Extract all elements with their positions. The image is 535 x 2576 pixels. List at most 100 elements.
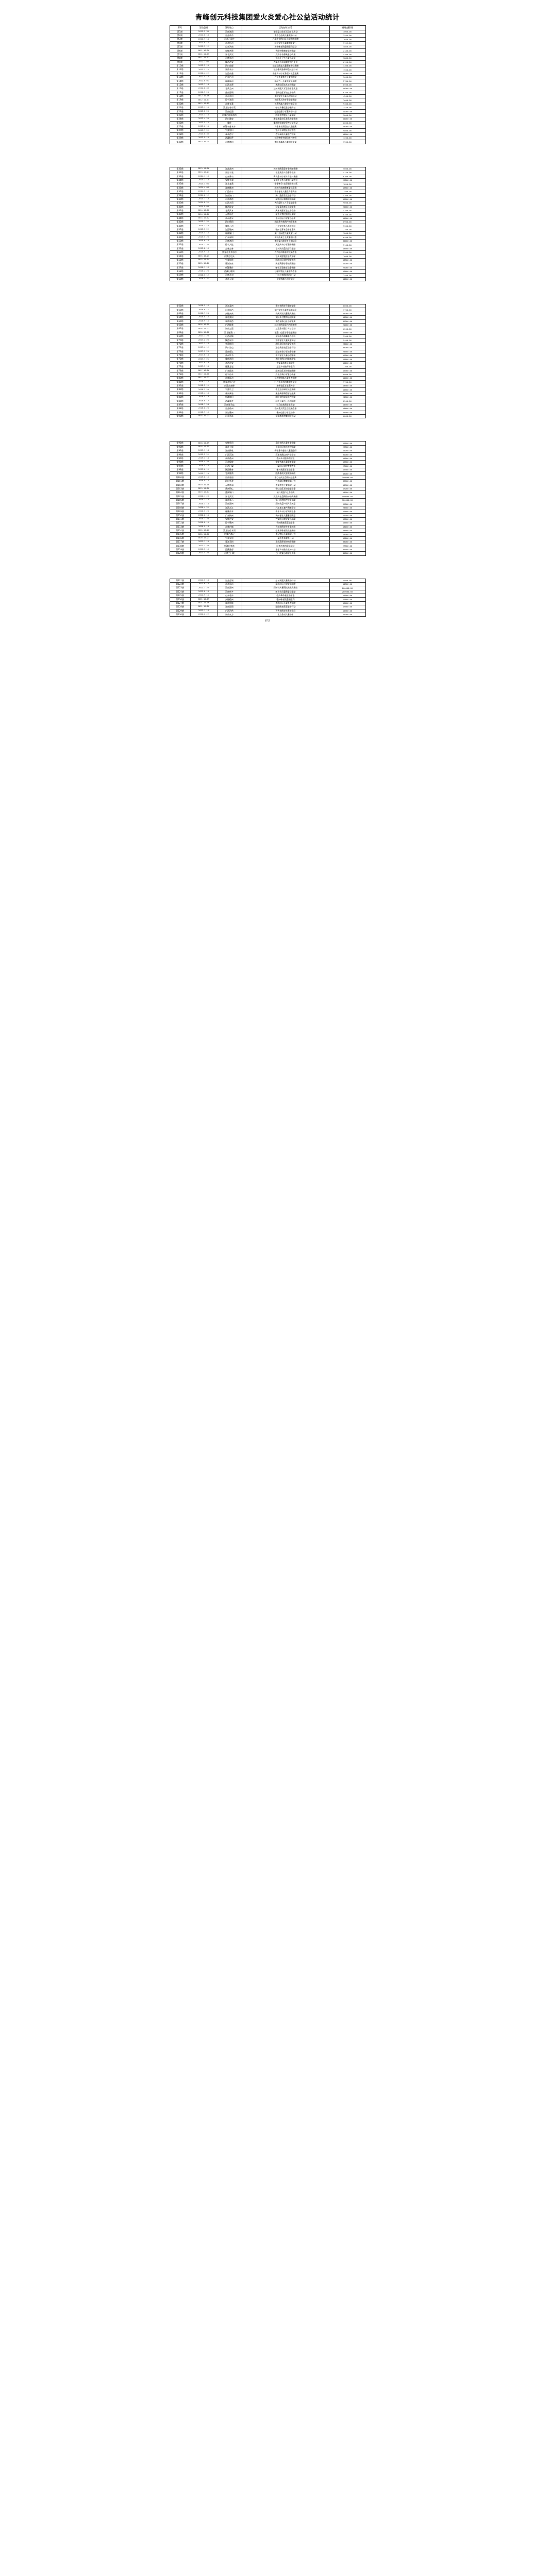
cell-amt: 12000.00 — [329, 71, 366, 76]
cell-loc: 陕西西安 — [216, 60, 242, 64]
cell-idx: 第84期 — [169, 391, 191, 396]
cell-amt: 2100.00 — [329, 227, 366, 232]
cell-name: 通辽牧区儿童助学计划 — [241, 532, 330, 537]
table-row: 第50期 2015.6.18 河南洛阳 洛阳爱心助学五十期纪念 30000.00 — [169, 239, 366, 244]
table-row: 第95期 2019.3.14 海南儋州 儋州乡村图书馆建设 15800.00 — [169, 456, 366, 461]
cell-idx: 第118期 — [169, 544, 191, 548]
cell-dt: 2013.3.18 — [190, 113, 218, 118]
cell-amt: 23000.00 — [329, 342, 366, 347]
cell-idx: 第110期 — [169, 513, 191, 518]
table-row: 第92期 2018.12.15 湖北十堰 十堰山区饮水工程捐助 26800.00 — [169, 445, 366, 450]
cell-name: 郑州抗疫一线人员关爱 — [241, 502, 330, 506]
table-row: 第76期 2017.8.19 江西吉安 吉安革命老区助学金 15200.00 — [169, 361, 366, 366]
cell-amt: 50000.00 — [329, 117, 366, 122]
cell-amt: 6700.00 — [329, 90, 366, 95]
cell-dt: 2020.7.23 — [190, 517, 218, 522]
cell-amt: 19600.00 — [329, 460, 366, 465]
cell-idx: 第71期 — [169, 342, 191, 347]
cell-amt: 13800.00 — [329, 258, 366, 263]
cell-idx: 第116期 — [169, 536, 191, 541]
cell-dt: 2019.10.18 — [190, 483, 218, 487]
cell-name: 儋州乡村图书馆建设 — [241, 456, 330, 461]
cell-idx: 第50期 — [169, 239, 191, 244]
cell-amt: 27600.00 — [329, 544, 366, 548]
cell-loc: 西藏拉萨 — [216, 136, 242, 141]
cell-loc: 青海西宁 — [216, 132, 242, 137]
cell-name: 齐齐哈尔敬老院设施改善 — [241, 250, 330, 255]
table-row: 第44期 2014.12.12 贵州遵义 遵义山区小学爱心厨房 15600.00 — [169, 216, 366, 221]
cell-dt: 2012.3.12 — [190, 67, 218, 72]
cell-idx: 第33期 — [169, 174, 191, 179]
cell-idx: 第91期 — [169, 441, 191, 446]
table-row: 第60期 2016.4.21 江苏无锡 无锡残疾人创业帮扶 14000.00 — [169, 277, 366, 282]
cell-dt: 2012.5.18 — [190, 75, 218, 80]
cell-name: 郑州环卫工人爱心早餐 — [241, 56, 330, 61]
table-row: 第10期 2012.2.19 四川成都 成都自闭症儿童康复中心捐赠 4300.00 — [169, 63, 366, 69]
cell-idx: 第64期 — [169, 315, 191, 320]
cell-name: 宁波流浪人员寒冬救助 — [241, 171, 330, 175]
cell-name: 韶关山区学校电脑捐赠 — [241, 368, 330, 373]
cell-amt: 17200.00 — [329, 486, 366, 492]
cell-dt: 2013.6.15 — [190, 124, 218, 129]
table-row: 第105期 2020.1.26 湖北武汉 武汉抗击疫情防护物资捐赠 500000.00 — [169, 494, 366, 499]
table-row: 第84期 2018.4.18 青海果洛 果洛高原寄宿学校援建 42000.00 — [169, 391, 366, 396]
block-gap-1 — [0, 144, 535, 167]
cell-name: 庆阳旱区饮水安全工程 — [241, 342, 330, 347]
cell-idx: 第111期 — [169, 517, 191, 522]
cell-loc: 湖北黄石 — [216, 498, 242, 503]
table-row: 第85期 2018.5.19 新疆和田 和田贫困家庭医疗救助 24600.00 — [169, 395, 366, 400]
table-wrapper-1: 序号 活动日期 活动地点 活动名称/内容 捐赠金额/元 第1期 2011.5.30… — [0, 25, 535, 144]
cell-name: 银川干旱地区水窖工程 — [241, 128, 330, 133]
table-row: 第86期 2018.6.12 西藏林芝 林芝儿童六一礼物捐赠 8200.00 — [169, 399, 366, 403]
table-row: 第64期 2016.8.18 湖北黄冈 黄冈乡村教师培训资助 10800.00 — [169, 315, 366, 320]
cell-idx: 第104期 — [169, 490, 191, 495]
cell-name: 洛阳爱心助学活动首次启动 — [241, 29, 330, 34]
table-row: 第48期 2015.4.15 福建厦门 厦门自闭症儿童关爱行动 7800.00 — [169, 231, 366, 236]
cell-loc: 黑龙江齐齐哈尔 — [216, 250, 242, 255]
cell-idx: 第112期 — [169, 521, 191, 526]
cell-amt: 15600.00 — [329, 216, 366, 221]
cell-idx: 第24期 — [169, 117, 191, 122]
cell-loc: 湖南长沙 — [216, 67, 242, 72]
cell-dt: 2012.11.11 — [190, 98, 218, 103]
cell-amt: 27400.00 — [329, 464, 366, 468]
cell-name: 济南敬老院重阳慰问活动 — [241, 45, 330, 49]
cell-name: 太原山区饮水工程捐助 — [241, 82, 330, 88]
table-row: 第99期 2019.7.19 甘肃陇南 陇南暴雨灾害救助捐款 48000.00 — [169, 471, 366, 476]
cell-name: 凉山彝族地区助学行动 — [241, 346, 330, 350]
cell-dt: 2013.8.30 — [190, 132, 218, 137]
cell-loc: 云南怒江 — [216, 349, 242, 354]
cell-loc: 江西九江 — [216, 505, 242, 511]
cell-dt: 2021.9.15 — [190, 594, 218, 598]
cell-name: 拉萨教师节慰问乡村教师 — [241, 136, 330, 141]
cell-dt: 2015.2.10 — [190, 224, 218, 228]
cell-name: 盐城贫困儿童救助行动 — [241, 578, 330, 583]
cell-amt: 62000.00 — [329, 502, 366, 506]
cell-idx: 第94期 — [169, 452, 191, 457]
cell-amt: 7400.00 — [329, 190, 366, 194]
table-row: 第23期 2013.3.18 内蒙古呼和浩特 呼和浩特牧区儿童助学 5800.00 — [169, 113, 366, 118]
cell-loc: 广东广州 — [216, 75, 242, 80]
cell-idx: 第22期 — [169, 109, 191, 114]
cell-name: 阜阳贫困儿童冬季保暖 — [241, 441, 330, 446]
table-row: 第25期 2013.5.12 重庆 重庆防灾减灾宣传公益活动 2600.00 — [169, 121, 366, 125]
cell-amt: 28600.00 — [329, 505, 366, 511]
cell-name: 梅州留守儿童暑期课堂 — [241, 513, 330, 518]
table-row: 第54期 2015.10.23 内蒙古包头 包头贫困牧民子女助学 7600.00 — [169, 254, 366, 259]
table-row: 第40期 2014.8.22 山西大同 大同煤矿工人子女助学金 9600.00 — [169, 201, 366, 206]
cell-amt: 26800.00 — [329, 445, 366, 450]
cell-loc: 陕西延安 — [216, 205, 242, 209]
cell-amt: 26000.00 — [329, 265, 366, 270]
cell-amt: 5100.00 — [329, 243, 366, 247]
cell-dt: 2019.6.11 — [190, 467, 218, 472]
cell-idx: 第121期 — [169, 578, 191, 583]
cell-dt: 2014.7.19 — [190, 197, 218, 202]
cell-dt: 2015.9.18 — [190, 250, 218, 255]
cell-amt: 6300.00 — [329, 174, 366, 179]
cell-amt: 1560.00 — [329, 67, 366, 72]
table-body-4: 第91期 2018.11.19 安徽阜阳 阜阳贫困儿童冬季保暖 12100.00 第92期… — [169, 441, 366, 556]
cell-loc: 宁夏固原 — [216, 258, 242, 263]
cell-name: 临沂革命老区助学金 — [241, 594, 330, 598]
table-row: 第72期 2017.4.12 四川凉山 凉山彝族地区助学行动 38000.00 — [169, 346, 366, 350]
cell-idx: 第66期 — [169, 323, 191, 328]
